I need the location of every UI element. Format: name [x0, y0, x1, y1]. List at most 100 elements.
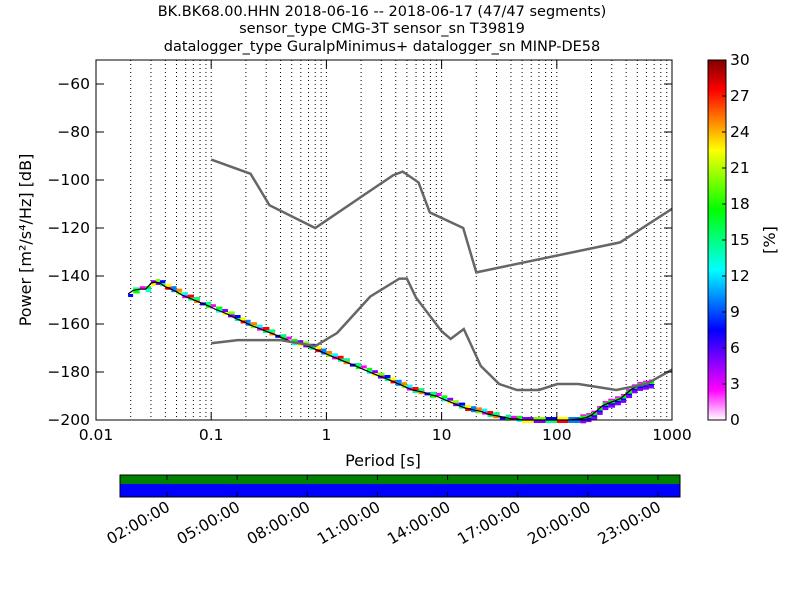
psd-cell: [150, 280, 156, 284]
time-coverage-bar: 02:00:00 05:00:00 08:00:00 11:00:00 14:00:00…: [104, 474, 681, 548]
psd-cell: [465, 405, 472, 408]
psd-cell: [424, 389, 431, 393]
psd-cell: [637, 387, 643, 391]
psd-cell: [465, 408, 472, 411]
psd-cell: [361, 365, 367, 369]
psd-cell: [505, 414, 511, 418]
psd-cell: [139, 289, 146, 293]
plot-area: 0.01 0.1 1 10 100 1000 −60 −80 −100 −120 −140 −160 −…: [47, 59, 692, 444]
psd-cell: [205, 301, 212, 305]
psd-cell: [505, 417, 511, 421]
psd-cell: [291, 339, 298, 342]
psd-cell: [597, 411, 603, 415]
psd-cell: [349, 360, 356, 364]
y-tick-label: −100: [47, 171, 90, 189]
psd-cell: [487, 411, 494, 414]
psd-cell: [222, 309, 229, 312]
psd-cell: [476, 410, 482, 414]
psd-cell: [556, 417, 569, 420]
noise-model-low: [211, 277, 673, 392]
psd-cell: [326, 351, 333, 354]
colorbar-tick-label: 9: [730, 303, 740, 321]
title-line-2: sensor_type CMG-3T sensor_sn T39819: [239, 21, 525, 37]
psd-cell: [591, 412, 598, 416]
timeline-tick-label: 14:00:00: [384, 498, 453, 548]
chart-title: BK.BK68.00.HHN 2018-06-16 -- 2018-06-17 …: [158, 4, 607, 55]
x-tick-label: 100: [542, 426, 572, 444]
psd-cell: [602, 407, 609, 411]
colorbar-label: [%]: [760, 226, 779, 254]
psd-cell: [476, 407, 482, 411]
psd-cell: [591, 416, 598, 420]
psd-cell: [406, 384, 413, 388]
psd-cell: [315, 346, 322, 350]
timeline-tick-label: 17:00:00: [454, 498, 523, 548]
psd-cell: [377, 372, 385, 376]
plot-frame: [95, 59, 673, 421]
psd-cell: [648, 385, 654, 389]
psd-cell: [642, 386, 649, 390]
psd-cell: [597, 407, 603, 411]
psd-cell: [568, 420, 581, 423]
psd-cell: [139, 286, 146, 290]
psd-cell: [401, 382, 407, 386]
plot-background: [96, 60, 672, 420]
colorbar-tick-label: 15: [730, 231, 750, 249]
colorbar-tick-label: 3: [730, 375, 740, 393]
psd-cell: [145, 286, 151, 290]
psd-cell: [608, 404, 615, 408]
psd-cell: [372, 370, 378, 374]
psd-cell: [275, 331, 281, 335]
psd-cell: [234, 315, 241, 318]
psd-cell: [586, 419, 592, 423]
colorbar-tick-label: 18: [730, 195, 750, 213]
psd-cell: [620, 399, 627, 403]
psd-cell: [245, 319, 251, 323]
colorbar-tick-label: 30: [730, 51, 750, 69]
psd-cell: [303, 341, 310, 345]
psd-cell: [332, 353, 338, 357]
psd-cell: [188, 294, 195, 298]
psd-cell: [160, 280, 166, 284]
psd-cell: [133, 287, 140, 291]
colorbar-tick-label: 24: [730, 123, 750, 141]
psd-cell: [499, 416, 506, 420]
y-tick-label: −60: [57, 75, 90, 93]
colorbar: 0 3 6 9 12 15 18 21 24 27 30: [707, 51, 750, 429]
psd-cell: [240, 317, 246, 321]
psd-cell: [215, 306, 223, 310]
psd-cell: [297, 340, 304, 344]
psd-cell: [280, 334, 287, 338]
psd-cell: [150, 283, 156, 287]
psd-cell: [493, 412, 500, 416]
timeline-tick-label: 02:00:00: [104, 498, 173, 548]
psd-cell: [510, 415, 517, 419]
psd-cell: [155, 279, 161, 282]
noise-model-high: [210, 158, 673, 274]
y-tick-label: −200: [47, 411, 90, 429]
psd-cell: [471, 409, 477, 413]
psd-cell: [487, 414, 494, 417]
psd-cell: [171, 286, 177, 290]
colorbar-tick-label: 12: [730, 267, 750, 285]
psd-cell: [493, 415, 500, 419]
psd-cell: [499, 413, 506, 417]
y-tick-label: −140: [47, 267, 90, 285]
psd-cell: [337, 355, 344, 359]
psd-cell: [453, 400, 459, 404]
psd-cell: [418, 391, 425, 395]
y-tick-label: −120: [47, 219, 90, 237]
psd-cell: [471, 406, 477, 410]
colorbar-tick-label: 21: [730, 159, 750, 177]
timeline-gaps: [120, 484, 680, 497]
psd-cell: [250, 322, 258, 326]
psd-cell: [430, 394, 437, 398]
psd-cell: [614, 402, 621, 406]
x-tick-label: 0.1: [199, 426, 224, 444]
psd-cell: [200, 299, 206, 303]
psd-cell: [632, 390, 638, 394]
psd-cell: [321, 348, 327, 352]
psd-cell: [568, 417, 581, 420]
psd-cell: [533, 420, 546, 423]
